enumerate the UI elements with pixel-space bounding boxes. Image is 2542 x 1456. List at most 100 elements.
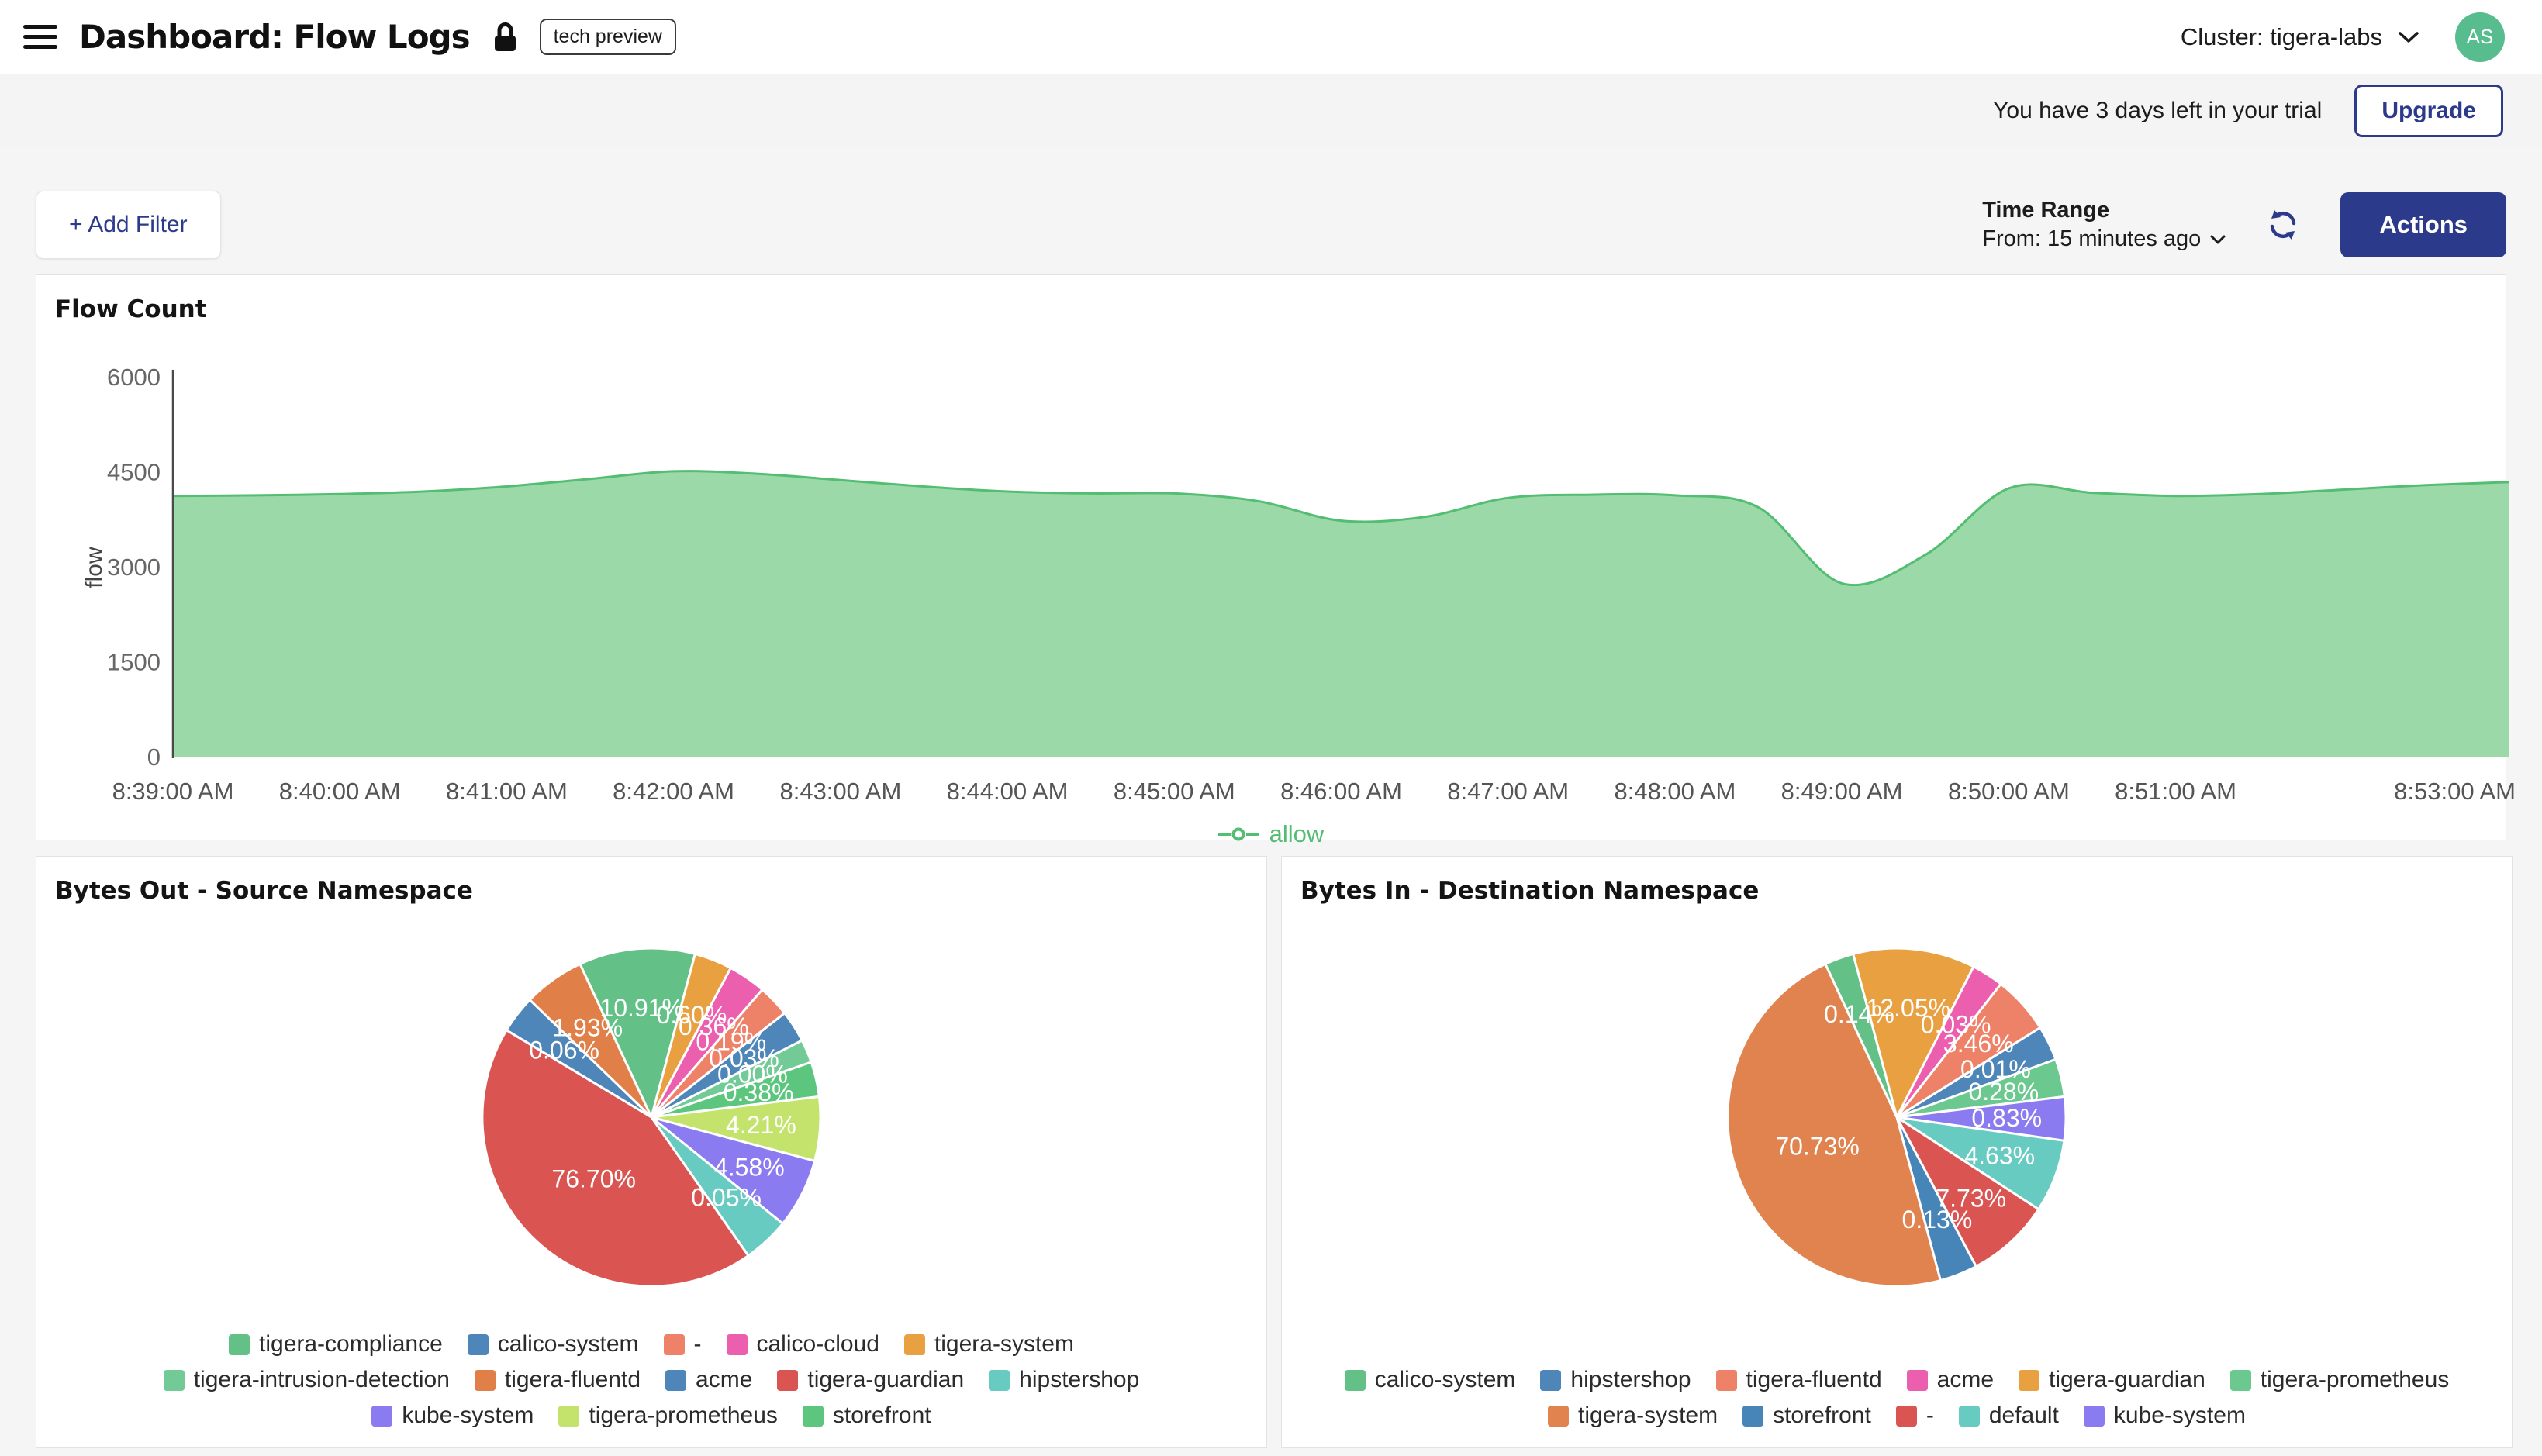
pie-slice[interactable] <box>579 947 696 1119</box>
pie-slice[interactable] <box>481 1029 750 1288</box>
legend-label: storefront <box>1773 1403 1871 1428</box>
legend-item[interactable]: acme <box>1906 1367 1994 1393</box>
x-tick-label: 8:39:00 AM <box>112 778 234 805</box>
legend-item[interactable]: kube-system <box>371 1403 534 1429</box>
legend-item[interactable]: kube-system <box>2083 1403 2246 1429</box>
legend-item[interactable]: tigera-system <box>903 1331 1074 1358</box>
legend-item[interactable]: - <box>663 1331 702 1358</box>
flow-count-panel: Flow Count 0 1500 3000 4500 6000 flow 8:39:00 … <box>36 274 2516 847</box>
pie-slice[interactable] <box>1824 952 1898 1119</box>
pie-slice-label: 0.19% <box>696 1028 766 1056</box>
pie-slice-label: 0.06% <box>529 1037 599 1064</box>
legend-item[interactable]: tigera-intrusion-detection <box>163 1367 450 1393</box>
flow-legend-allow[interactable]: allow <box>55 820 2487 848</box>
avatar[interactable]: AS <box>2455 12 2505 62</box>
pie-slice[interactable] <box>1726 962 1942 1288</box>
legend-swatch <box>1344 1369 1366 1391</box>
flow-count-title: Flow Count <box>55 295 207 323</box>
legend-label: calico-system <box>497 1331 639 1357</box>
cluster-selector[interactable]: Cluster: tigera-labs <box>2181 23 2419 51</box>
pie-panels-row: Bytes Out - Source Namespace 10.91% 0.60%… <box>36 856 2513 1448</box>
page-title: Dashboard: Flow Logs <box>79 18 471 56</box>
legend-label: tigera-system <box>934 1331 1074 1357</box>
upgrade-button[interactable]: Upgrade <box>2354 84 2503 137</box>
chevron-down-icon <box>2210 235 2226 244</box>
cluster-label: Cluster: tigera-labs <box>2180 22 2382 50</box>
refresh-button[interactable] <box>2261 203 2305 247</box>
x-tick-label: 8:42:00 AM <box>613 778 734 805</box>
pie-slice-label: 0.13% <box>1902 1206 1973 1233</box>
legend-item[interactable]: storefront <box>1742 1403 1871 1429</box>
legend-item[interactable]: calico-cloud <box>726 1331 879 1358</box>
legend-swatch <box>1540 1369 1562 1391</box>
legend-row: tigera-compliance calico-system - calico-cl… <box>55 1331 1248 1358</box>
legend-swatch <box>2019 1369 2039 1391</box>
chevron-down-icon <box>2398 31 2419 43</box>
toolbar-right: Time Range From: 15 minutes ago <box>1982 192 2506 257</box>
legend-swatch <box>663 1334 685 1355</box>
legend-swatch <box>474 1369 496 1391</box>
x-tick-label: 8:43:00 AM <box>779 778 901 805</box>
bytes-out-panel: Bytes Out - Source Namespace 10.91% 0.60%… <box>36 856 1267 1448</box>
pie-slice-label: 0.03% <box>709 1044 779 1072</box>
legend-row: tigera-intrusion-detection tigera-fluentd… <box>55 1367 1248 1393</box>
add-filter-button[interactable]: + Add Filter <box>36 191 221 259</box>
legend-item[interactable]: tigera-guardian <box>2019 1367 2205 1393</box>
flow-legend-label: allow <box>1269 820 1325 847</box>
x-tick-label: 8:51:00 AM <box>2115 778 2236 805</box>
legend-swatch <box>2083 1405 2105 1427</box>
legend-item[interactable]: tigera-compliance <box>229 1331 443 1358</box>
legend-item[interactable]: storefront <box>802 1403 931 1429</box>
menu-button[interactable] <box>23 25 57 49</box>
legend-item[interactable]: - <box>1895 1403 1934 1429</box>
legend-label: kube-system <box>2113 1403 2246 1428</box>
legend-item[interactable]: calico-system <box>1344 1367 1515 1393</box>
top-bar-left: Dashboard: Flow Logs tech preview <box>23 18 676 56</box>
lock-icon <box>492 22 518 53</box>
legend-item[interactable]: tigera-fluentd <box>474 1367 641 1393</box>
legend-swatch <box>726 1334 748 1355</box>
legend-item[interactable]: tigera-guardian <box>777 1367 964 1393</box>
pie-slice-label: 4.58% <box>714 1153 785 1181</box>
trial-banner: You have 3 days left in your trial Upgra… <box>0 74 2542 147</box>
pie-slice-label: 12.05% <box>1867 994 1951 1022</box>
legend-swatch <box>1742 1405 1764 1427</box>
legend-item[interactable]: hipstershop <box>989 1367 1139 1393</box>
top-bar-right: Cluster: tigera-labs AS <box>2181 12 2505 62</box>
refresh-icon <box>2266 208 2300 242</box>
legend-swatch <box>558 1405 580 1427</box>
legend-item[interactable]: tigera-prometheus <box>2229 1367 2449 1393</box>
y-tick-label: 0 <box>147 744 161 771</box>
pie-slice-label: 70.73% <box>1775 1132 1860 1160</box>
pie-slice-label: 4.21% <box>726 1111 796 1139</box>
legend-item[interactable]: tigera-fluentd <box>1715 1367 1882 1393</box>
pie-slice[interactable] <box>1852 947 1975 1119</box>
pie-slice[interactable] <box>1895 1116 2040 1268</box>
area-series-allow <box>173 471 2509 757</box>
bytes-in-panel: Bytes In - Destination Namespace 12.05% 0… <box>1281 856 2513 1448</box>
y-axis-title: flow <box>81 547 107 588</box>
legend-item[interactable]: calico-system <box>467 1331 639 1358</box>
legend-item[interactable]: acme <box>665 1367 752 1393</box>
legend-item[interactable]: hipstershop <box>1540 1367 1691 1393</box>
legend-item[interactable]: default <box>1958 1403 2059 1429</box>
y-tick-label: 6000 <box>107 364 161 391</box>
allow-series-glyph-icon <box>1217 827 1259 841</box>
legend-row: tigera-system storefront - default kube-syst… <box>1300 1403 2493 1429</box>
legend-label: storefront <box>832 1403 931 1428</box>
actions-button[interactable]: Actions <box>2340 192 2506 257</box>
legend-label: tigera-guardian <box>807 1367 965 1392</box>
legend-swatch <box>371 1405 393 1427</box>
pie-slice-label: 3.46% <box>1943 1030 2014 1057</box>
legend-swatch <box>665 1369 687 1391</box>
pie-slice[interactable] <box>528 962 653 1119</box>
legend-item[interactable]: tigera-system <box>1548 1403 1718 1429</box>
bytes-in-pie-chart: 12.05% 0.03% 3.46% 0.01% 0.28% 0.83% 4.63% 7.73… <box>1300 931 2493 1303</box>
legend-row: kube-system tigera-prometheus storefront <box>55 1403 1248 1429</box>
legend-item[interactable]: tigera-prometheus <box>558 1403 778 1429</box>
main-content: + Add Filter Time Range From: 15 minutes… <box>0 147 2542 1448</box>
legend-row: calico-system hipstershop tigera-fluentd ac… <box>1300 1367 2493 1393</box>
pie-slice-label: 7.73% <box>1936 1185 2006 1213</box>
legend-swatch <box>1895 1405 1917 1427</box>
time-range-selector[interactable]: Time Range From: 15 minutes ago <box>1982 198 2226 252</box>
